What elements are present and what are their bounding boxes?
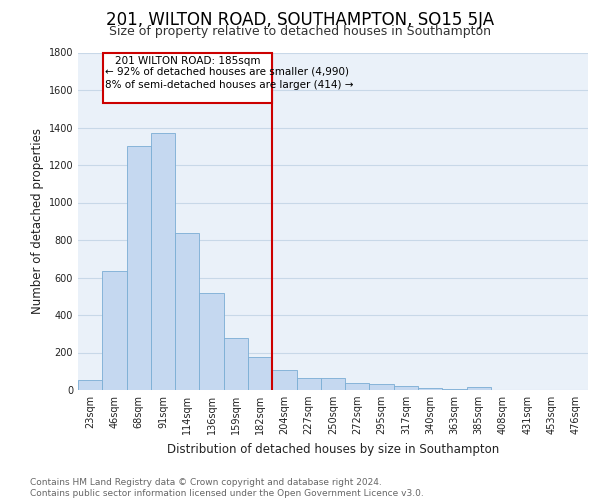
Text: 201, WILTON ROAD, SOUTHAMPTON, SO15 5JA: 201, WILTON ROAD, SOUTHAMPTON, SO15 5JA: [106, 11, 494, 29]
Bar: [370, 384, 394, 390]
Bar: [394, 386, 418, 390]
Bar: [345, 383, 370, 390]
Bar: [151, 133, 175, 390]
Bar: [272, 370, 296, 390]
Bar: [467, 387, 491, 390]
Bar: [78, 380, 102, 390]
Text: Contains HM Land Registry data © Crown copyright and database right 2024.
Contai: Contains HM Land Registry data © Crown c…: [30, 478, 424, 498]
Bar: [103, 52, 272, 103]
Text: 201 WILTON ROAD: 185sqm: 201 WILTON ROAD: 185sqm: [115, 56, 260, 66]
Bar: [296, 378, 321, 390]
Bar: [224, 338, 248, 390]
Y-axis label: Number of detached properties: Number of detached properties: [31, 128, 44, 314]
X-axis label: Distribution of detached houses by size in Southampton: Distribution of detached houses by size …: [167, 442, 499, 456]
Bar: [199, 294, 224, 390]
Bar: [102, 271, 127, 390]
Bar: [321, 378, 345, 390]
Bar: [175, 232, 199, 390]
Bar: [418, 388, 442, 390]
Bar: [442, 389, 467, 390]
Text: ← 92% of detached houses are smaller (4,990): ← 92% of detached houses are smaller (4,…: [105, 66, 349, 76]
Text: Size of property relative to detached houses in Southampton: Size of property relative to detached ho…: [109, 25, 491, 38]
Bar: [248, 356, 272, 390]
Bar: [127, 146, 151, 390]
Text: 8% of semi-detached houses are larger (414) →: 8% of semi-detached houses are larger (4…: [105, 80, 354, 90]
